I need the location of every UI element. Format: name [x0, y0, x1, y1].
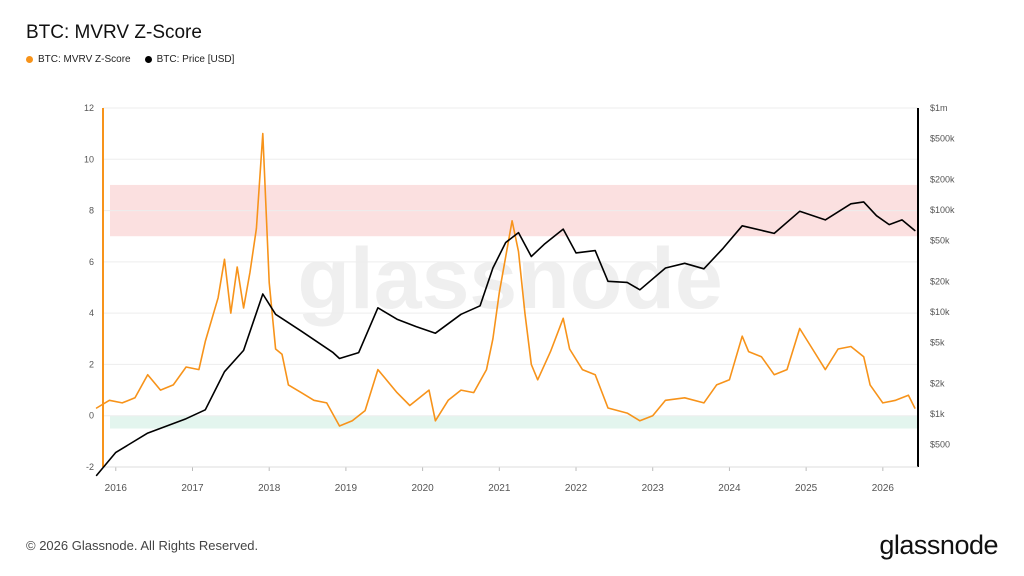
- left-axis-tick: 10: [84, 154, 94, 164]
- x-axis-tick: 2024: [718, 483, 741, 494]
- x-axis-tick: 2022: [565, 483, 588, 494]
- left-axis-tick: 0: [89, 411, 94, 421]
- legend-label-zscore: BTC: MVRV Z-Score: [38, 54, 131, 65]
- right-axis-tick: $100k: [930, 205, 955, 215]
- left-axis-tick: 6: [89, 257, 94, 267]
- series-line-mvrv-zscore: [95, 132, 916, 427]
- right-axis-tick: $500k: [930, 134, 955, 144]
- x-axis-tick: 2021: [488, 483, 511, 494]
- right-axis-tick: $200k: [930, 174, 955, 184]
- right-axis-tick: $10k: [930, 307, 950, 317]
- left-axis-tick: 4: [89, 308, 94, 318]
- right-axis-tick: $500: [930, 440, 950, 450]
- x-axis-tick: 2019: [335, 483, 358, 494]
- x-axis-tick: 2025: [795, 483, 818, 494]
- legend-dot-zscore: [26, 56, 33, 63]
- x-axis-tick: 2018: [258, 483, 281, 494]
- brand-logo: glassnode: [879, 530, 998, 560]
- left-axis-tick: 8: [89, 206, 94, 216]
- right-axis-tick: $1k: [930, 409, 945, 419]
- left-axis-tick: 2: [89, 359, 94, 369]
- legend-dot-price: [144, 56, 152, 63]
- left-axis-tick: 12: [84, 103, 94, 113]
- legend-item-price[interactable]: BTC: Price [USD]: [144, 54, 235, 65]
- right-axis-tick: $2k: [930, 378, 945, 388]
- right-axis-tick: $1m: [930, 103, 948, 113]
- chart-title: BTC: MVRV Z-Score: [26, 22, 202, 43]
- x-axis-tick: 2020: [411, 483, 434, 494]
- series-line-btc-price: [95, 201, 916, 477]
- x-axis-tick: 2017: [181, 483, 204, 494]
- legend: BTC: MVRV Z-Score BTC: Price [USD]: [26, 54, 234, 65]
- right-axis-tick: $50k: [930, 236, 950, 246]
- x-axis-tick: 2023: [642, 483, 665, 494]
- left-axis-tick: -2: [86, 462, 94, 472]
- right-axis-tick: $5k: [930, 338, 945, 348]
- watermark: glassnode: [297, 231, 722, 327]
- legend-item-zscore[interactable]: BTC: MVRV Z-Score: [26, 54, 131, 65]
- right-axis-tick: $20k: [930, 276, 950, 286]
- x-axis-tick: 2026: [872, 483, 895, 494]
- footer-copyright: © 2026 Glassnode. All Rights Reserved.: [26, 538, 259, 553]
- undervalued-band: [110, 415, 918, 429]
- x-axis-tick: 2016: [105, 483, 128, 494]
- legend-label-price: BTC: Price [USD]: [156, 54, 235, 65]
